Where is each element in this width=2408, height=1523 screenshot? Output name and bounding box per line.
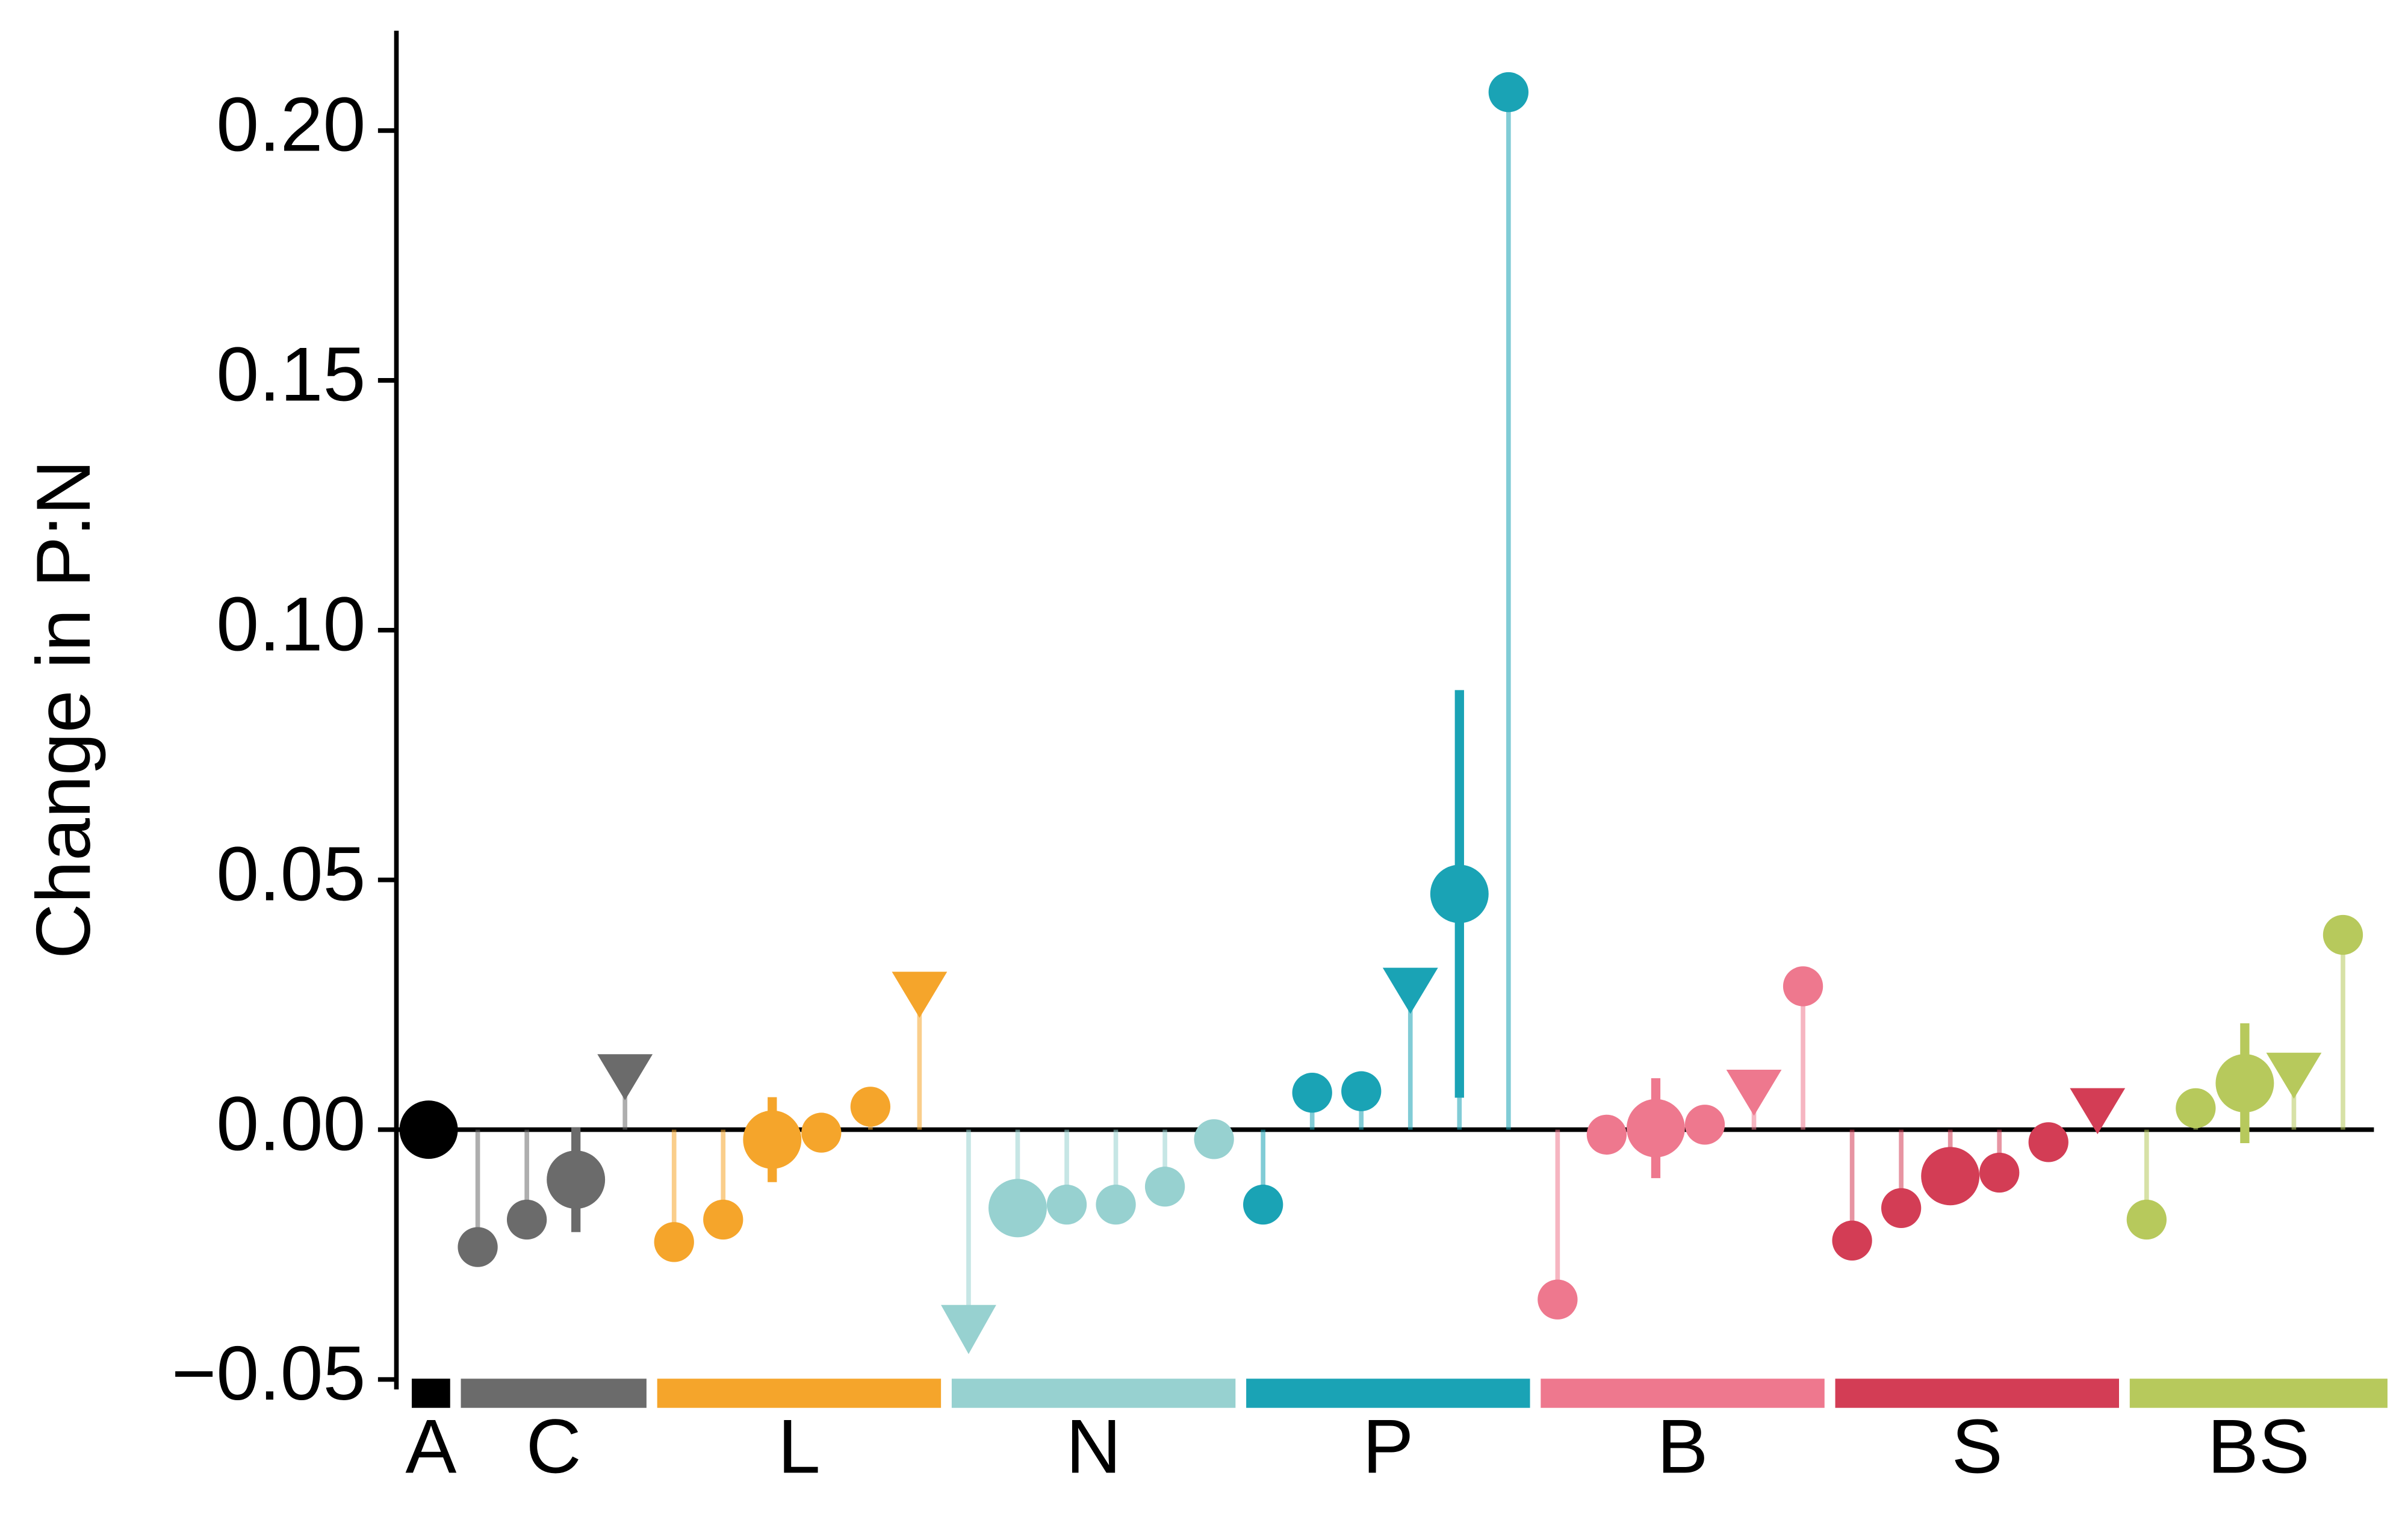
point bbox=[988, 1179, 1047, 1238]
point bbox=[1194, 1119, 1234, 1159]
point bbox=[1684, 1105, 1725, 1145]
point bbox=[1538, 1279, 1578, 1320]
group-label: A bbox=[405, 1404, 456, 1489]
y-tick-label: 0.20 bbox=[216, 82, 365, 168]
point bbox=[2176, 1088, 2216, 1129]
group-bar bbox=[461, 1379, 647, 1408]
y-tick-label: −0.05 bbox=[172, 1331, 366, 1416]
group-bar bbox=[951, 1379, 1236, 1408]
point bbox=[1586, 1114, 1627, 1155]
group-bar bbox=[411, 1379, 450, 1408]
triangle-marker bbox=[941, 1304, 996, 1354]
group-label: BS bbox=[2208, 1404, 2310, 1489]
triangle-marker bbox=[2266, 1052, 2322, 1099]
y-tick-label: 0.15 bbox=[216, 332, 365, 418]
point bbox=[703, 1199, 743, 1240]
point bbox=[399, 1100, 458, 1159]
point bbox=[2323, 914, 2363, 955]
point bbox=[547, 1150, 606, 1209]
point bbox=[2215, 1053, 2274, 1112]
group-label: S bbox=[1952, 1404, 2003, 1489]
point bbox=[2028, 1122, 2068, 1162]
group-bar bbox=[1246, 1379, 1530, 1408]
triangle-marker bbox=[2070, 1088, 2126, 1135]
group-label: C bbox=[526, 1404, 582, 1489]
group-bar bbox=[1541, 1379, 1825, 1408]
point bbox=[1881, 1188, 1922, 1229]
point bbox=[801, 1112, 842, 1153]
triangle-marker bbox=[892, 972, 948, 1018]
point bbox=[506, 1199, 547, 1240]
point bbox=[1292, 1073, 1332, 1113]
point bbox=[1046, 1184, 1087, 1225]
group-label: P bbox=[1362, 1404, 1413, 1489]
y-tick-label: 0.10 bbox=[216, 582, 365, 667]
y-axis-label: Change in P:N bbox=[21, 460, 107, 959]
point bbox=[458, 1227, 498, 1267]
point bbox=[1832, 1220, 1872, 1261]
point bbox=[1096, 1184, 1136, 1225]
point bbox=[1626, 1099, 1685, 1158]
group-label: L bbox=[778, 1404, 821, 1489]
point bbox=[1144, 1167, 1185, 1207]
y-tick-label: 0.05 bbox=[216, 831, 365, 917]
triangle-marker bbox=[597, 1054, 653, 1100]
point bbox=[2126, 1199, 2167, 1240]
point bbox=[1430, 864, 1489, 923]
point bbox=[1783, 966, 1823, 1007]
group-label: B bbox=[1657, 1404, 1708, 1489]
triangle-marker bbox=[1726, 1069, 1782, 1116]
group-label: N bbox=[1066, 1404, 1122, 1489]
point bbox=[743, 1110, 802, 1169]
point bbox=[654, 1222, 694, 1262]
triangle-marker bbox=[1382, 967, 1438, 1014]
point bbox=[1488, 72, 1529, 113]
group-bar bbox=[1835, 1379, 2119, 1408]
point bbox=[1243, 1184, 1283, 1225]
group-bar bbox=[2129, 1379, 2388, 1408]
point bbox=[850, 1087, 891, 1127]
group-bar bbox=[657, 1379, 942, 1408]
point bbox=[1979, 1152, 2020, 1193]
point bbox=[1921, 1147, 1980, 1206]
y-tick-label: 0.00 bbox=[216, 1081, 365, 1167]
point bbox=[1341, 1071, 1382, 1111]
